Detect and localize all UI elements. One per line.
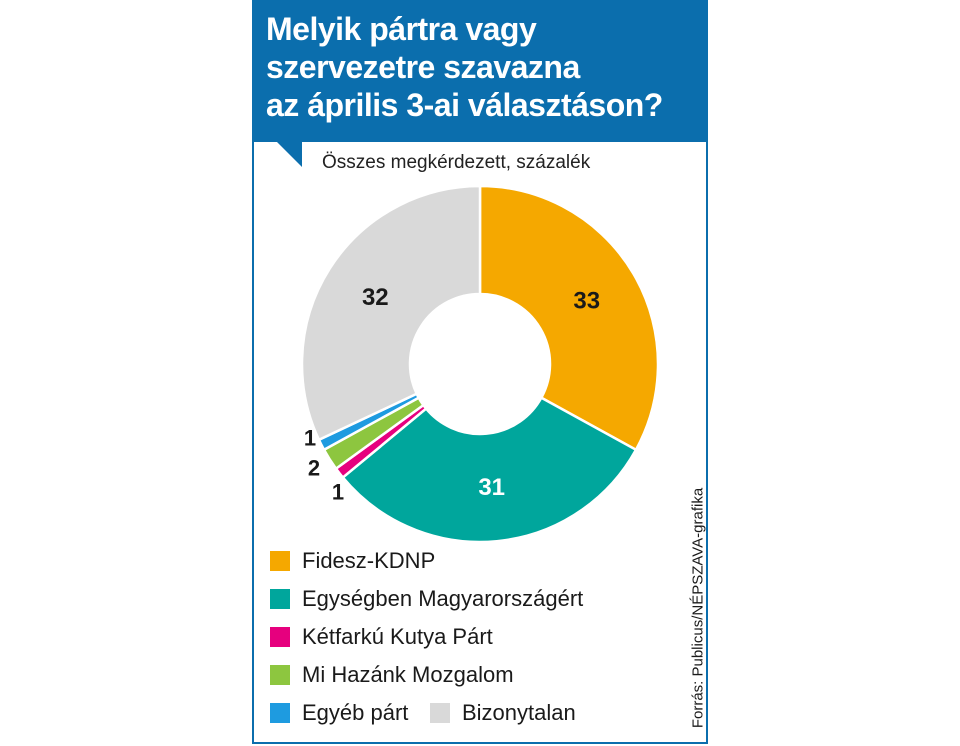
legend-label-fidesz-kdnp: Fidesz-KDNP bbox=[302, 548, 436, 573]
chart-title-line-2: szervezetre szavazna bbox=[266, 49, 580, 85]
chart-title-line-1: Melyik pártra vagy bbox=[266, 11, 537, 47]
legend-label-k-tfark-kutya-p-rt: Kétfarkú Kutya Párt bbox=[302, 624, 493, 649]
legend-item-mi-haz-nk-mozgalom: Mi Hazánk Mozgalom bbox=[270, 662, 514, 688]
legend-item-k-tfark-kutya-p-rt: Kétfarkú Kutya Párt bbox=[270, 624, 493, 650]
legend-swatch-egy-b-p-rt bbox=[270, 703, 290, 723]
legend-swatch-fidesz-kdnp bbox=[270, 551, 290, 571]
legend-swatch-k-tfark-kutya-p-rt bbox=[270, 627, 290, 647]
chart-legend: Fidesz-KDNP Egységben Magyarországért Kétf… bbox=[270, 548, 650, 738]
title-banner-tab bbox=[276, 141, 302, 167]
legend-item-fidesz-kdnp: Fidesz-KDNP bbox=[270, 548, 435, 574]
legend-swatch-mi-haz-nk-mozgalom bbox=[270, 665, 290, 685]
legend-swatch-egys-gben-magyarorsz-g-rt bbox=[270, 589, 290, 609]
chart-title-line-3: az április 3-ai választáson? bbox=[266, 87, 663, 123]
chart-title: Melyik pártra vagy szervezetre szavazna … bbox=[266, 10, 696, 124]
slice-egys-gben-magyarorsz-g-rt bbox=[341, 396, 638, 544]
legend-item-egys-gben-magyarorsz-g-rt: Egységben Magyarországért bbox=[270, 586, 583, 612]
legend-label-egys-gben-magyarorsz-g-rt: Egységben Magyarországért bbox=[302, 586, 584, 611]
chart-subtitle: Összes megkérdezett, százalék bbox=[322, 152, 591, 173]
legend-label-egy-b-p-rt: Egyéb párt bbox=[302, 700, 409, 725]
legend-label-bizonytalan: Bizonytalan bbox=[462, 700, 576, 725]
slice-fidesz-kdnp bbox=[478, 184, 660, 452]
source-credit: Forrás: Publicus/NÉPSZAVA-grafika bbox=[689, 487, 707, 729]
slice-bizonytalan bbox=[300, 184, 482, 442]
title-banner: Melyik pártra vagy szervezetre szavazna … bbox=[254, 0, 706, 142]
legend-swatch-bizonytalan bbox=[430, 703, 450, 723]
legend-item-bizonytalan: Bizonytalan bbox=[430, 700, 576, 726]
legend-label-mi-haz-nk-mozgalom: Mi Hazánk Mozgalom bbox=[302, 662, 514, 687]
legend-item-egy-b-p-rt: Egyéb párt bbox=[270, 700, 408, 726]
